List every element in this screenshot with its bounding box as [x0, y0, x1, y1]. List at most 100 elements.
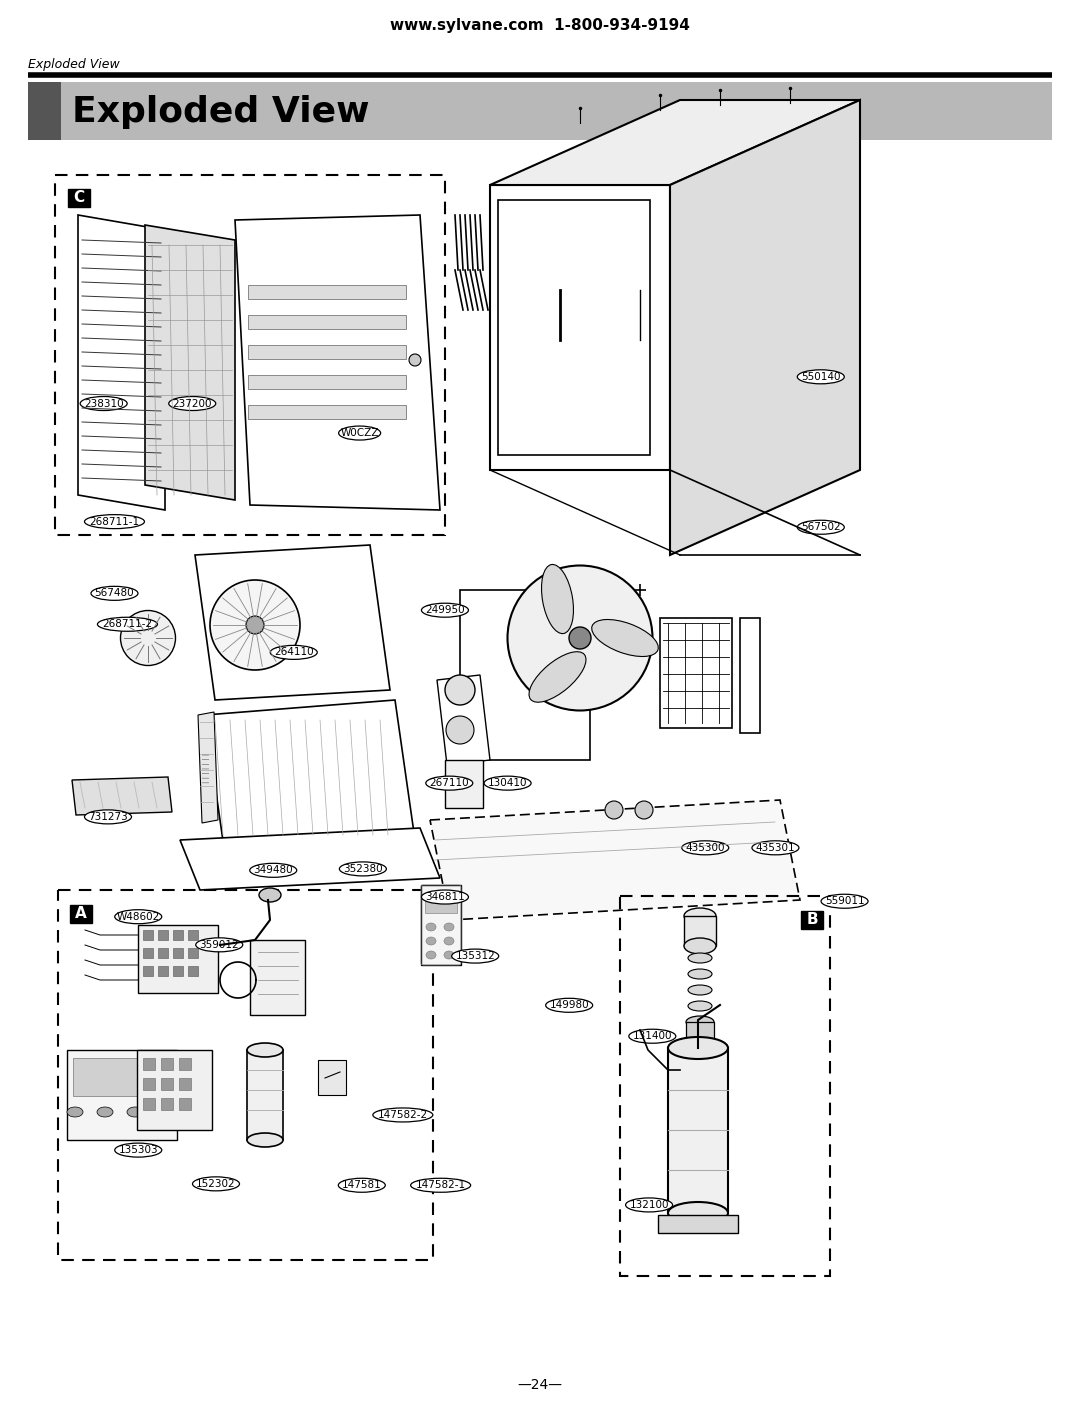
- Text: 132100: 132100: [630, 1199, 669, 1211]
- Bar: [248, 285, 406, 299]
- Text: 152302: 152302: [197, 1178, 235, 1189]
- Text: 359012: 359012: [200, 939, 239, 950]
- Ellipse shape: [249, 863, 297, 877]
- Text: 149980: 149980: [550, 1000, 589, 1011]
- Text: W0CZZ: W0CZZ: [340, 427, 379, 439]
- Text: 135312: 135312: [456, 950, 495, 962]
- Bar: [247, 1050, 283, 1140]
- Ellipse shape: [545, 998, 593, 1012]
- Bar: [161, 1098, 173, 1109]
- Ellipse shape: [797, 520, 845, 534]
- Ellipse shape: [84, 515, 145, 529]
- Ellipse shape: [127, 1107, 143, 1116]
- Text: www.sylvane.com  1-800-934-9194: www.sylvane.com 1-800-934-9194: [390, 18, 690, 32]
- Ellipse shape: [421, 603, 469, 617]
- Bar: [669, 1047, 728, 1213]
- Text: 567502: 567502: [801, 522, 840, 533]
- Bar: [188, 966, 198, 976]
- Bar: [161, 1057, 173, 1070]
- Text: 135303: 135303: [119, 1144, 158, 1156]
- Text: 130410: 130410: [488, 778, 527, 789]
- Ellipse shape: [91, 586, 138, 600]
- Text: Exploded View: Exploded View: [72, 96, 369, 129]
- Polygon shape: [490, 100, 860, 186]
- Text: —24—: —24—: [517, 1378, 563, 1392]
- Ellipse shape: [669, 1202, 728, 1225]
- Polygon shape: [78, 215, 165, 510]
- Ellipse shape: [605, 801, 623, 820]
- Text: 346811: 346811: [426, 891, 464, 903]
- Text: 268711-1: 268711-1: [90, 516, 139, 527]
- Ellipse shape: [752, 841, 799, 855]
- Bar: [421, 884, 461, 965]
- Ellipse shape: [421, 890, 469, 904]
- Bar: [173, 929, 183, 941]
- Bar: [143, 966, 153, 976]
- Ellipse shape: [446, 716, 474, 744]
- Ellipse shape: [114, 1143, 162, 1157]
- Text: 238310: 238310: [84, 398, 123, 409]
- Bar: [179, 1098, 191, 1109]
- Text: 147582-2: 147582-2: [378, 1109, 428, 1121]
- Text: 267110: 267110: [430, 778, 469, 789]
- Ellipse shape: [444, 950, 454, 959]
- Text: B: B: [806, 912, 818, 928]
- Ellipse shape: [451, 949, 499, 963]
- Ellipse shape: [688, 1001, 712, 1011]
- Text: 567480: 567480: [95, 588, 134, 599]
- Bar: [684, 915, 716, 946]
- Bar: [173, 966, 183, 976]
- Ellipse shape: [246, 616, 264, 634]
- Ellipse shape: [426, 776, 473, 790]
- Bar: [660, 619, 732, 728]
- Bar: [143, 929, 153, 941]
- Bar: [426, 893, 457, 912]
- Ellipse shape: [821, 894, 868, 908]
- Ellipse shape: [97, 1107, 113, 1116]
- Text: 731273: 731273: [89, 811, 127, 823]
- Ellipse shape: [80, 396, 127, 411]
- Polygon shape: [195, 546, 390, 700]
- Bar: [249, 941, 305, 1015]
- Text: A: A: [76, 907, 86, 921]
- Text: 352380: 352380: [343, 863, 382, 875]
- Bar: [28, 82, 1052, 141]
- Bar: [138, 925, 218, 993]
- Polygon shape: [490, 186, 670, 470]
- Bar: [143, 948, 153, 957]
- Ellipse shape: [67, 1107, 83, 1116]
- Ellipse shape: [168, 396, 216, 411]
- Ellipse shape: [192, 1177, 240, 1191]
- Polygon shape: [460, 591, 590, 761]
- Polygon shape: [430, 800, 800, 920]
- Text: 435300: 435300: [686, 842, 725, 853]
- Bar: [248, 375, 406, 389]
- Ellipse shape: [247, 1133, 283, 1147]
- Ellipse shape: [270, 645, 318, 659]
- Bar: [498, 200, 650, 456]
- Text: W48602: W48602: [117, 911, 160, 922]
- Bar: [55, 174, 445, 536]
- Bar: [686, 1022, 714, 1042]
- Ellipse shape: [797, 370, 845, 384]
- Ellipse shape: [444, 922, 454, 931]
- Ellipse shape: [686, 1017, 714, 1028]
- Ellipse shape: [409, 354, 421, 366]
- Text: 147582-1: 147582-1: [416, 1180, 465, 1191]
- Text: 559011: 559011: [825, 896, 864, 907]
- Ellipse shape: [541, 564, 573, 634]
- Bar: [248, 315, 406, 329]
- Bar: [158, 948, 168, 957]
- Ellipse shape: [569, 627, 591, 650]
- Ellipse shape: [445, 675, 475, 704]
- Ellipse shape: [669, 1038, 728, 1059]
- Polygon shape: [72, 778, 172, 815]
- Ellipse shape: [247, 1043, 283, 1057]
- Ellipse shape: [681, 841, 729, 855]
- Ellipse shape: [339, 862, 387, 876]
- Polygon shape: [198, 711, 218, 823]
- Ellipse shape: [688, 986, 712, 995]
- Ellipse shape: [592, 620, 659, 657]
- Ellipse shape: [84, 810, 132, 824]
- Text: 131400: 131400: [633, 1031, 672, 1042]
